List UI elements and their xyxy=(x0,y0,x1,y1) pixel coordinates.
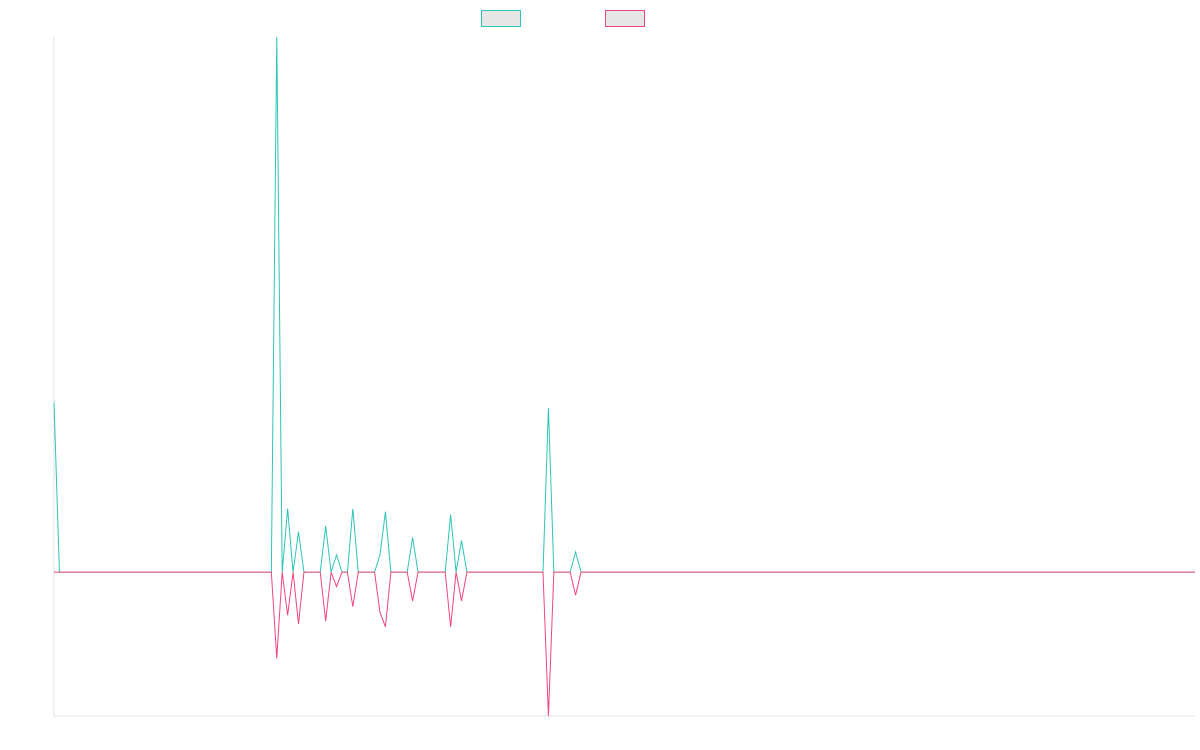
series-line-2 xyxy=(54,571,1195,717)
series-line-1 xyxy=(53,36,1195,573)
legend-swatch-1 xyxy=(481,10,521,27)
legend-swatch-2 xyxy=(605,10,645,27)
